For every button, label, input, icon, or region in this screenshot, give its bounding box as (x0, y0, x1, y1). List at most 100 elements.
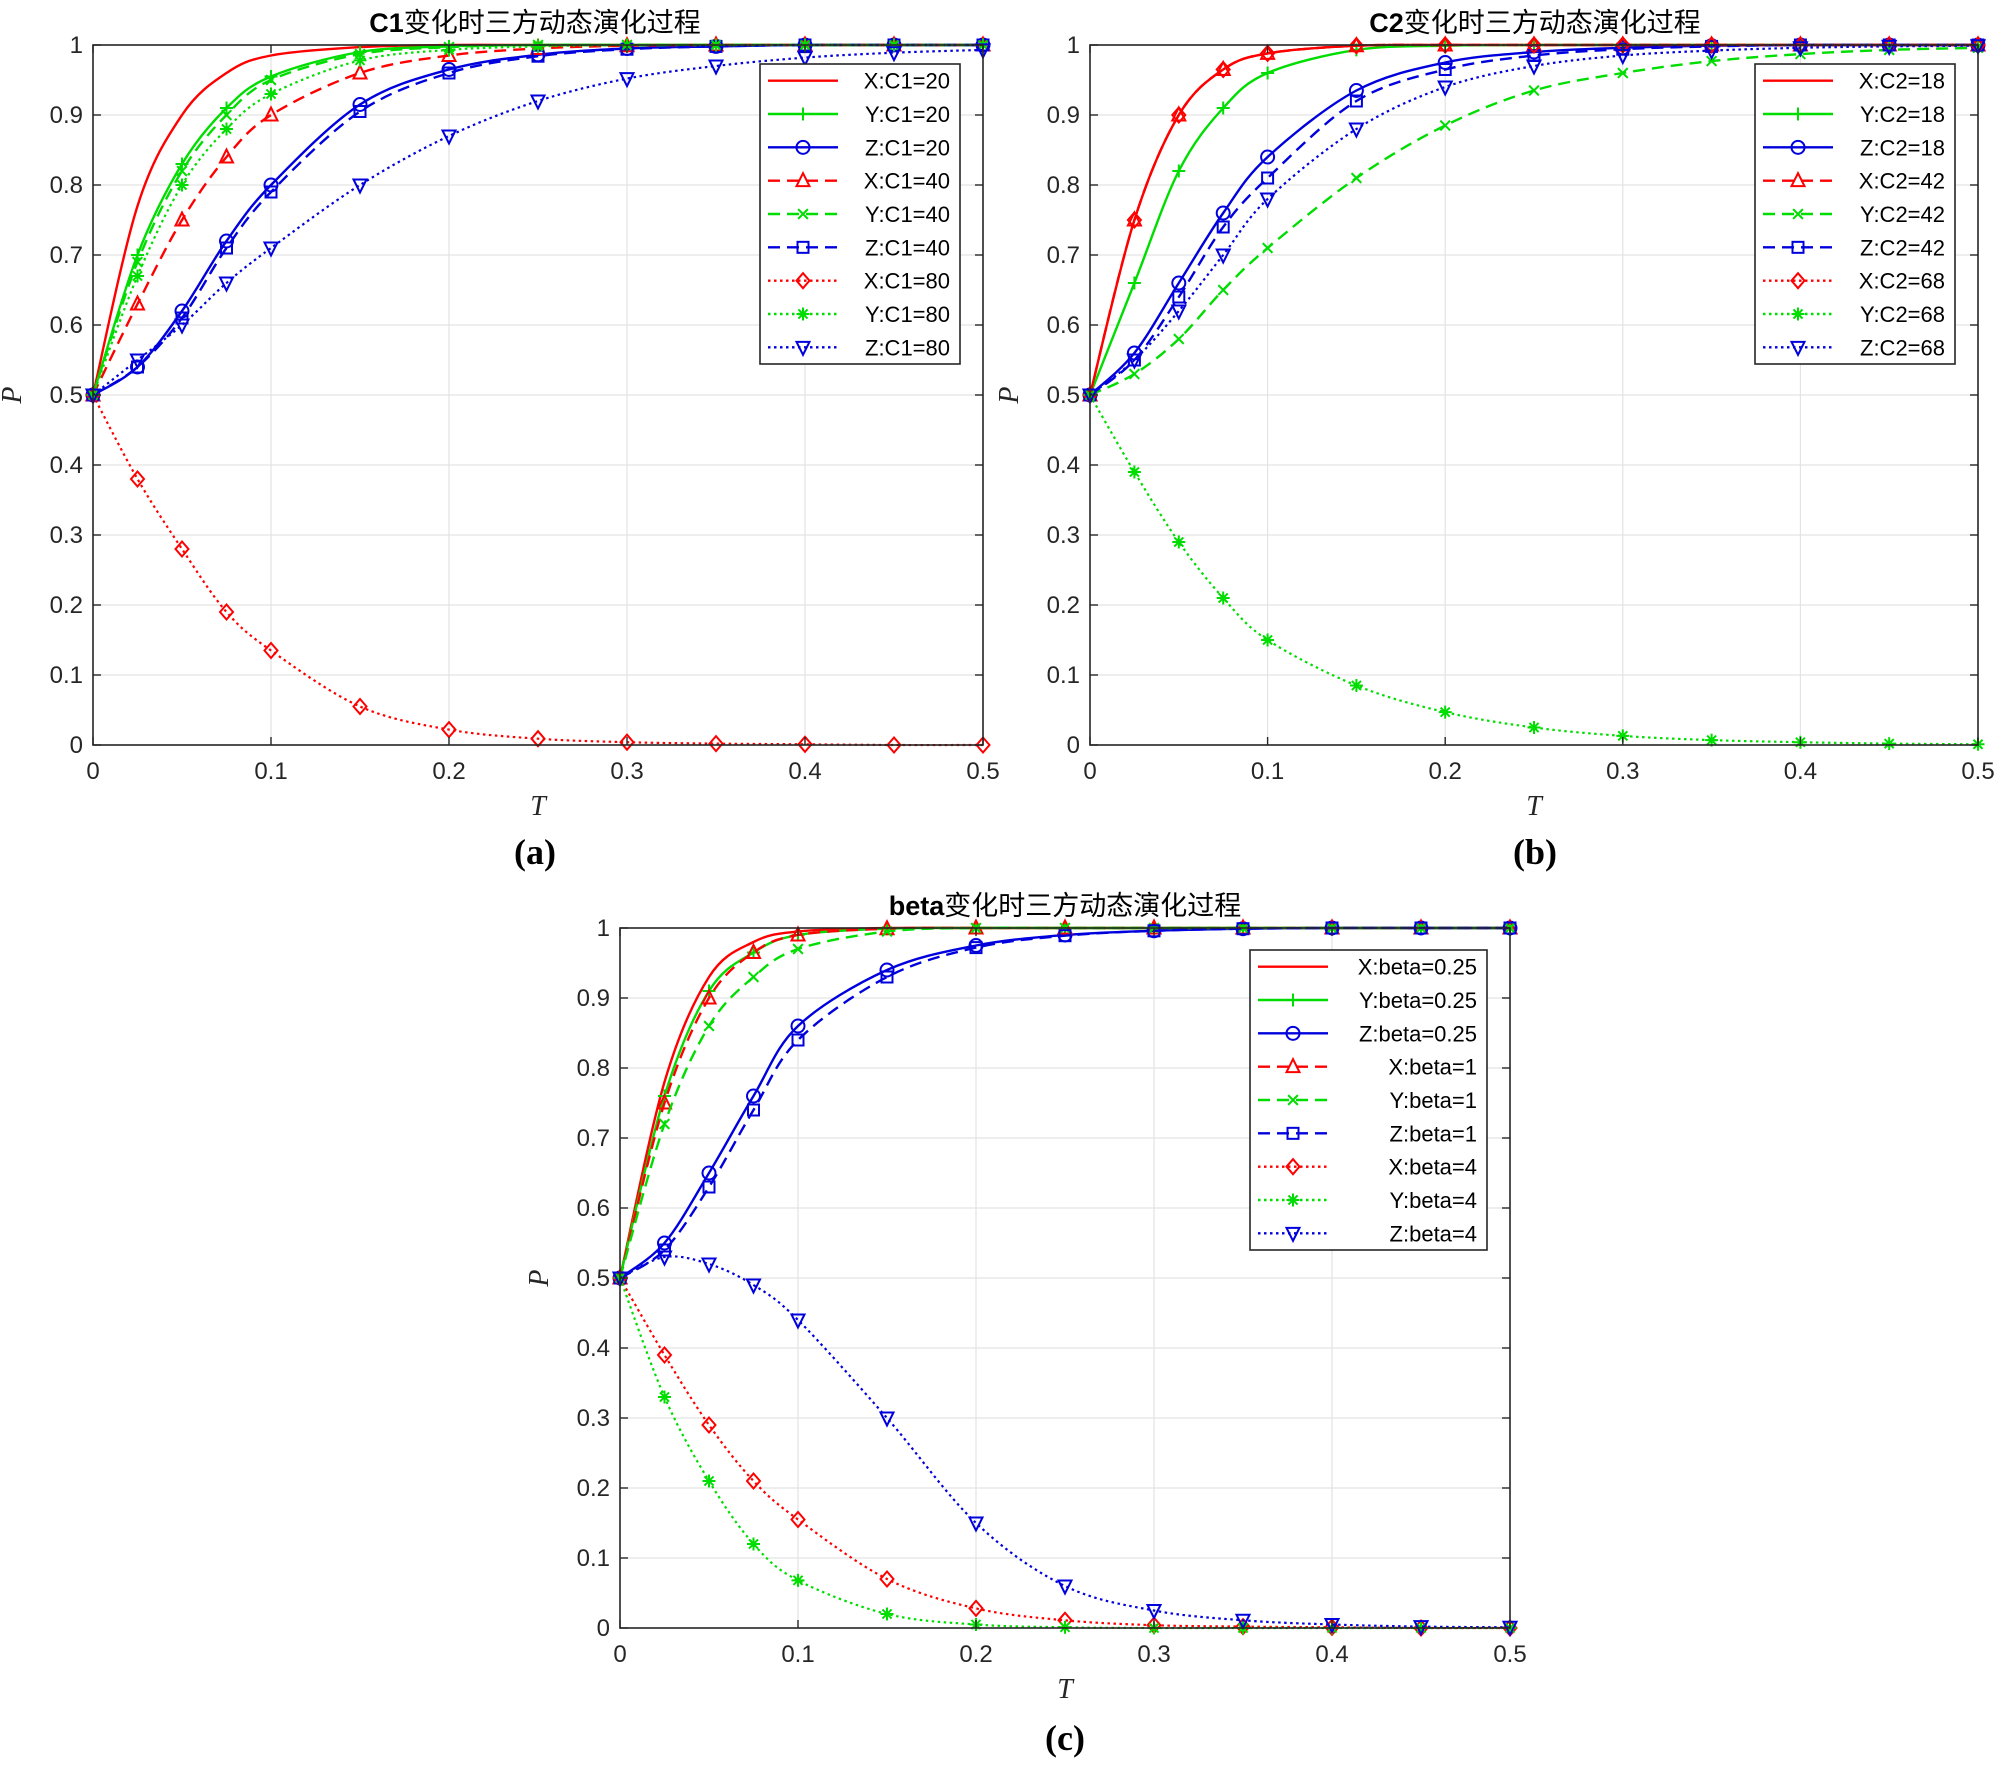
panel-c-letter: (c) (1045, 1718, 1085, 1758)
panel-a-series-3-point (129, 294, 146, 311)
panel-c-xtick-label: 0.1 (781, 1641, 814, 1668)
panel-c-legend-label: Y:beta=1 (1390, 1088, 1477, 1113)
panel-a-series-8-point (173, 318, 191, 335)
panel-a-ylabel: P (0, 386, 28, 404)
panel-a-series-8-point (885, 46, 903, 63)
panel-b-xtick-label: 0.5 (1961, 758, 1994, 785)
panel-a-series-8-point (707, 59, 725, 76)
panel-a-series-6-point (619, 733, 635, 752)
panel-c-legend-marker (1286, 1193, 1300, 1207)
panel-c-legend-item-3: X:beta=1 (1258, 1055, 1477, 1080)
panel-b-series-8-point (1437, 80, 1454, 97)
panel-a-legend-item-6: X:C1=80 (768, 269, 950, 294)
panel-c-legend-item-5: Z:beta=1 (1258, 1121, 1477, 1146)
panel-a-series-7-point (175, 178, 189, 192)
panel-a-ticks: 0 0.1 0.2 0.3 0.4 0.5 0 0.1 0.2 0.3 0.4 0.5 0.6 0.7 0.… (50, 32, 1000, 785)
panel-a-ytick-label: 0.6 (50, 312, 83, 339)
panel-a-series-6-point (708, 734, 724, 753)
panel-c-plot: 0 0.1 0.2 0.3 0.4 0.5 0 0.1 0.2 0.3 0.4 0.5 0.6 0.7 0.… (524, 915, 1527, 1705)
panel-b-legend-label: Z:C2=68 (1860, 335, 1945, 360)
panel-b-series-6-point (1348, 36, 1365, 55)
panel-c-series-8-point (1323, 1618, 1341, 1635)
panel-b-ytick-label: 0.9 (1047, 102, 1080, 129)
panel-a-legend-label: X:C1=20 (864, 69, 950, 94)
panel-c-ticks: 0 0.1 0.2 0.3 0.4 0.5 0 0.1 0.2 0.3 0.4 0.5 0.6 0.7 0.… (577, 915, 1527, 1668)
panel-b-title-rest: 变化时三方动态演化过程 (1404, 8, 1701, 38)
panel-b-title-bold: C2 (1369, 8, 1404, 38)
panel-c-series-5-point (747, 1103, 760, 1117)
panel-a-series-3-point (351, 63, 369, 80)
panel-b-legend-marker (1791, 240, 1805, 254)
panel-b-series-7-point (1705, 733, 1719, 747)
panel-c-legend-item-8: Z:beta=4 (1258, 1221, 1477, 1246)
panel-a-series-6-point (530, 729, 546, 748)
panel-a-ytick-label: 0.5 (50, 382, 83, 409)
panel-a-series-6-point (975, 735, 991, 755)
panel-b-ytick-label: 0.8 (1047, 172, 1080, 199)
panel-b-series-6-point (1526, 35, 1542, 55)
panel-b-legend-label: Y:C2=18 (1860, 102, 1945, 127)
panel-a-series-8-point (262, 241, 280, 258)
panel-a-series-5-point (264, 185, 278, 199)
panel-b-series-5-point (1349, 94, 1363, 108)
panel-c-ytick-label: 0.2 (577, 1475, 610, 1502)
panel-b-ytick-label: 0.7 (1047, 242, 1080, 269)
panel-c-series-5-point (1147, 924, 1161, 938)
panel-b-ytick-label: 1 (1067, 32, 1080, 59)
panel-b-legend: X:C2=18 Y:C2=18 Z:C2=18 X:C2=42 Y:C2=42 Z:C2=… (1754, 63, 1956, 365)
panel-a-series-7-point (220, 122, 233, 136)
panel-c-ytick-label: 0.9 (577, 985, 610, 1012)
panel-b-series-1-point (1261, 66, 1275, 80)
panel-b-series-8-point (1259, 192, 1276, 209)
panel-a-legend-marker (795, 139, 811, 155)
panel-b-series-2-point (1171, 275, 1187, 291)
panel-b-legend-item-4: Y:C2=42 (1763, 202, 1945, 227)
panel-c-series-8 (611, 1250, 1519, 1638)
panel-a-series-8 (84, 43, 992, 405)
panel-b-series-2-point (1260, 149, 1276, 165)
panel-a-xtick-label: 0.4 (788, 758, 821, 785)
panel-b-series-6-point (1259, 44, 1276, 63)
panel-a-series-5-line (92, 43, 983, 397)
panel-a-title-rest: 变化时三方动态演化过程 (404, 8, 701, 38)
panel-c-series-6-point (790, 1510, 806, 1529)
panel-c-legend-item-6: X:beta=4 (1258, 1155, 1477, 1180)
panel-c-xtick-label: 0.2 (959, 1641, 992, 1668)
panel-b-series-8-point (1170, 304, 1187, 321)
panel-b-series-2-point (1348, 83, 1364, 98)
panel-b-legend-item-1: Y:C2=18 (1763, 102, 1945, 127)
panel-b-legend-item-0: X:C2=18 (1763, 69, 1945, 94)
panel-c-legend-marker (1286, 993, 1300, 1007)
panel-a-series-2-point (219, 233, 234, 249)
panel-a-series-6-point (886, 735, 902, 755)
panel-a-plot: 0 0.1 0.2 0.3 0.4 0.5 0 0.1 0.2 0.3 0.4 0.5 0.6 0.7 0.… (0, 32, 1000, 822)
panel-b-series-4-point (1128, 368, 1140, 380)
panel-c-legend-label: Y:beta=0.25 (1359, 988, 1477, 1013)
panel-c-ytick-label: 1 (597, 915, 610, 942)
panel-b-series-4-point (1617, 67, 1629, 79)
panel-b-series-7-point (1438, 705, 1452, 719)
panel-a-legend-label: Y:C1=40 (865, 202, 950, 227)
panel-a-legend-item-2: Z:C1=20 (768, 135, 950, 160)
panel-a: C1变化时三方动态演化过程 (a) 0 0.1 0.2 0.3 0.4 0.5 0 0.1 0.… (0, 8, 1000, 872)
panel-b-ytick-label: 0.6 (1047, 312, 1080, 339)
panel-b-legend-marker (1790, 139, 1806, 155)
panel-b-ytick-label: 0.2 (1047, 592, 1080, 619)
panel-b-series-8-point (1348, 122, 1365, 139)
panel-b-legend-marker (1791, 107, 1805, 121)
panel-b-legend-marker (1791, 307, 1805, 321)
panel-a-series-8-point (440, 129, 458, 146)
panel-b-legend-item-3: X:C2=42 (1763, 169, 1945, 194)
panel-a-legend-item-3: X:C1=40 (768, 169, 950, 194)
panel-c-title: beta变化时三方动态演化过程 (889, 891, 1242, 921)
panel-c-legend-label: Z:beta=1 (1390, 1121, 1477, 1146)
panel-a-series-5-point (353, 105, 367, 118)
panel-c-series-3-point (700, 988, 718, 1005)
panel-b: C2变化时三方动态演化过程 (b) 0 0.1 0.2 0.3 0.4 0.5 0 0.1 0.… (994, 8, 1995, 872)
panel-a-series-8-point (218, 276, 235, 293)
panel-b-series-4-point (1439, 119, 1451, 132)
panel-b-ylabel: P (994, 386, 1025, 404)
panel-c-series-8-point (1145, 1604, 1163, 1621)
panel-b-legend-label: X:C2=42 (1859, 169, 1945, 194)
